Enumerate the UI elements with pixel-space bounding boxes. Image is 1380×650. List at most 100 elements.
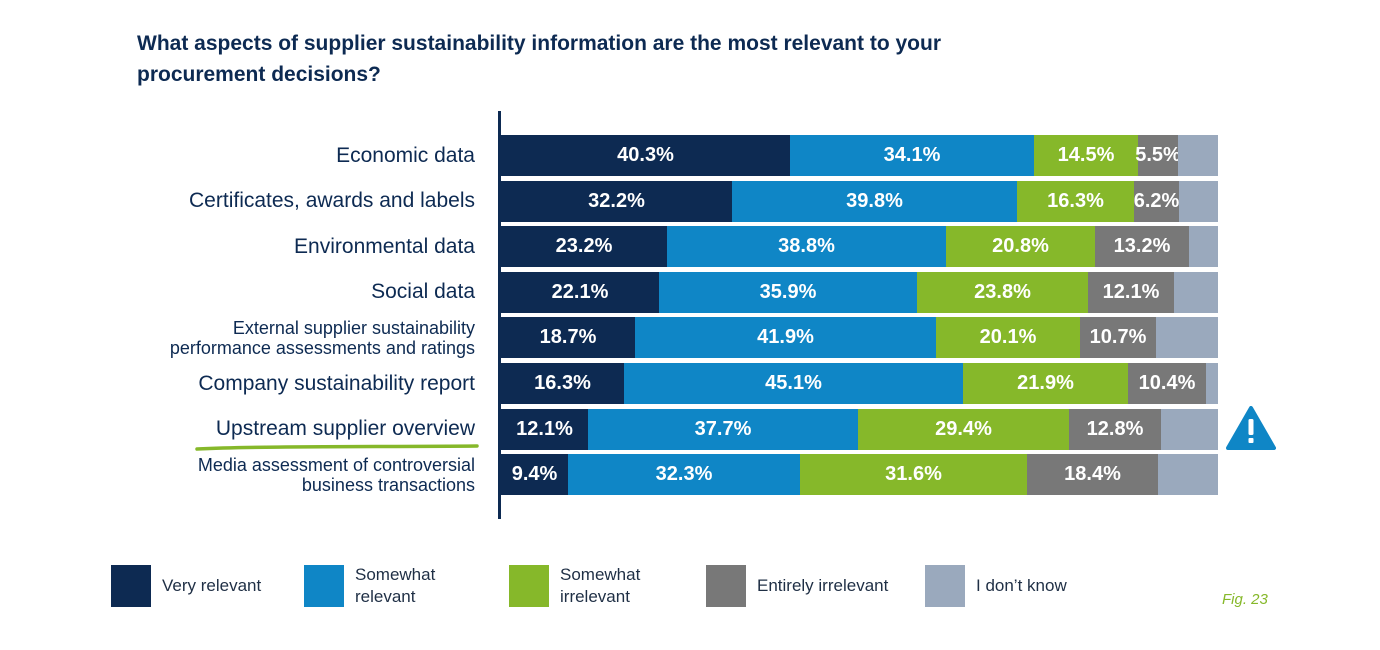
- bar-segment: 18.7%: [501, 317, 635, 359]
- bar-segment: [1156, 317, 1218, 359]
- legend-swatch: [304, 565, 344, 607]
- data-label: 20.1%: [979, 326, 1037, 349]
- category-label: Social data: [371, 280, 475, 304]
- category-label-line: Economic data: [336, 143, 475, 167]
- data-label: 16.3%: [1047, 189, 1104, 212]
- data-label: 34.1%: [883, 144, 941, 166]
- bar-segment: 10.7%: [1080, 317, 1156, 359]
- data-label: 35.9%: [759, 280, 817, 303]
- bar-segment: 23.2%: [501, 226, 667, 268]
- legend-label-line: Very relevant: [162, 576, 262, 595]
- bar-segment: 29.4%: [858, 408, 1069, 450]
- data-label: 23.2%: [555, 235, 613, 258]
- highlight-underline: [195, 444, 479, 451]
- category-label-line: Upstream supplier overview: [215, 417, 475, 441]
- bar-row: 23.2% 38.8% 20.8% 13.2%: [501, 226, 1218, 268]
- category-label: Environmental data: [294, 235, 475, 259]
- bar-segment: 21.9%: [963, 363, 1128, 404]
- bar-segment: 18.4%: [1027, 454, 1158, 496]
- legend-swatch: [509, 565, 549, 607]
- warning-triangle-icon: [1226, 406, 1276, 450]
- legend-label-line: irrelevant: [560, 587, 630, 606]
- data-label: 9.4%: [511, 463, 558, 486]
- bar-segment: 20.1%: [936, 317, 1080, 359]
- data-label: 10.4%: [1138, 372, 1196, 394]
- bar-segment: 16.3%: [501, 363, 624, 404]
- bar-segment: 40.3%: [501, 135, 790, 176]
- bar-row: 12.1% 37.7% 29.4% 12.8%: [501, 408, 1218, 450]
- bar-segment: [1206, 363, 1218, 404]
- category-label-line: Environmental data: [294, 234, 475, 258]
- bar-segment: 38.8%: [667, 226, 946, 268]
- bar-row: 18.7% 41.9% 20.1% 10.7%: [501, 317, 1218, 359]
- data-label: 21.9%: [1017, 372, 1074, 394]
- category-label: Economic data: [336, 144, 475, 168]
- data-label: 45.1%: [765, 372, 822, 394]
- legend-label: Somewhat relevant: [355, 564, 435, 608]
- data-label: 37.7%: [694, 417, 752, 440]
- data-label: 40.3%: [617, 144, 674, 166]
- legend-label: I don’t know: [976, 575, 1067, 597]
- figure-label: Fig. 23: [1222, 591, 1268, 608]
- bar-row: 9.4% 32.3% 31.6% 18.4%: [501, 454, 1218, 496]
- bar-segment: [1178, 135, 1218, 176]
- bar-segment: 31.6%: [800, 454, 1027, 496]
- chart-title: What aspects of supplier sustainability …: [137, 28, 997, 90]
- category-label-line: Company sustainability report: [198, 371, 475, 395]
- data-label: 5.5%: [1135, 144, 1181, 166]
- bar-segment: 35.9%: [659, 271, 917, 313]
- category-label-line: External supplier sustainability: [232, 317, 475, 338]
- bar-segment: [1158, 454, 1218, 496]
- bar-segment: 20.8%: [946, 226, 1095, 268]
- legend-swatch: [925, 565, 965, 607]
- data-label: 23.8%: [974, 280, 1031, 303]
- legend-swatch: [706, 565, 746, 607]
- data-label: 39.8%: [846, 189, 903, 212]
- bar-segment: 34.1%: [790, 135, 1034, 176]
- bar-segment: [1174, 271, 1218, 313]
- data-label: 18.4%: [1064, 463, 1121, 486]
- category-axis-line: [498, 111, 501, 519]
- bar-segment: 14.5%: [1034, 135, 1138, 176]
- bar-row: 16.3% 45.1% 21.9% 10.4%: [501, 363, 1218, 404]
- bar-row: 32.2% 39.8% 16.3% 6.2%: [501, 180, 1218, 222]
- bar-segment: 32.3%: [568, 454, 800, 496]
- bar-segment: [1179, 180, 1218, 222]
- legend-label-line: I don’t know: [976, 576, 1067, 595]
- data-label: 13.2%: [1113, 235, 1171, 258]
- data-label: 22.1%: [551, 280, 609, 303]
- data-label: 18.7%: [539, 326, 597, 349]
- category-label: Upstream supplier overview: [216, 417, 475, 441]
- data-label: 31.6%: [885, 463, 942, 486]
- bar-segment: 9.4%: [501, 454, 568, 496]
- data-label: 16.3%: [534, 372, 591, 394]
- bar-segment: [1189, 226, 1218, 268]
- legend-swatch: [111, 565, 151, 607]
- bar-segment: 12.1%: [501, 408, 588, 450]
- legend-label: Entirely irrelevant: [757, 575, 888, 597]
- bar-segment: 12.1%: [1088, 271, 1174, 313]
- data-label: 10.7%: [1089, 326, 1147, 349]
- bar-segment: 37.7%: [588, 408, 858, 450]
- legend-label-line: Somewhat: [355, 565, 436, 584]
- legend-label-line: relevant: [355, 587, 416, 606]
- category-label-line: Media assessment of controversial: [197, 454, 475, 475]
- category-label-line: business transactions: [301, 474, 475, 495]
- data-label: 20.8%: [992, 235, 1049, 258]
- legend-label: Very relevant: [162, 575, 261, 597]
- data-label: 29.4%: [935, 417, 992, 440]
- data-label: 38.8%: [778, 235, 835, 258]
- legend-label-line: Somewhat: [560, 565, 641, 584]
- data-label: 14.5%: [1057, 144, 1115, 166]
- category-label: Media assessment of controversial busines…: [198, 455, 475, 495]
- category-label-line: Certificates, awards and labels: [189, 189, 475, 213]
- bar-segment: [1161, 408, 1218, 450]
- bar-segment: 6.2%: [1134, 180, 1179, 222]
- data-label: 32.2%: [588, 189, 645, 212]
- bar-row: 22.1% 35.9% 23.8% 12.1%: [501, 271, 1218, 313]
- category-label: Company sustainability report: [198, 372, 475, 396]
- data-label: 12.8%: [1086, 417, 1144, 440]
- bar-row: 40.3% 34.1% 14.5% 5.5%: [501, 135, 1218, 176]
- data-label: 32.3%: [655, 463, 713, 486]
